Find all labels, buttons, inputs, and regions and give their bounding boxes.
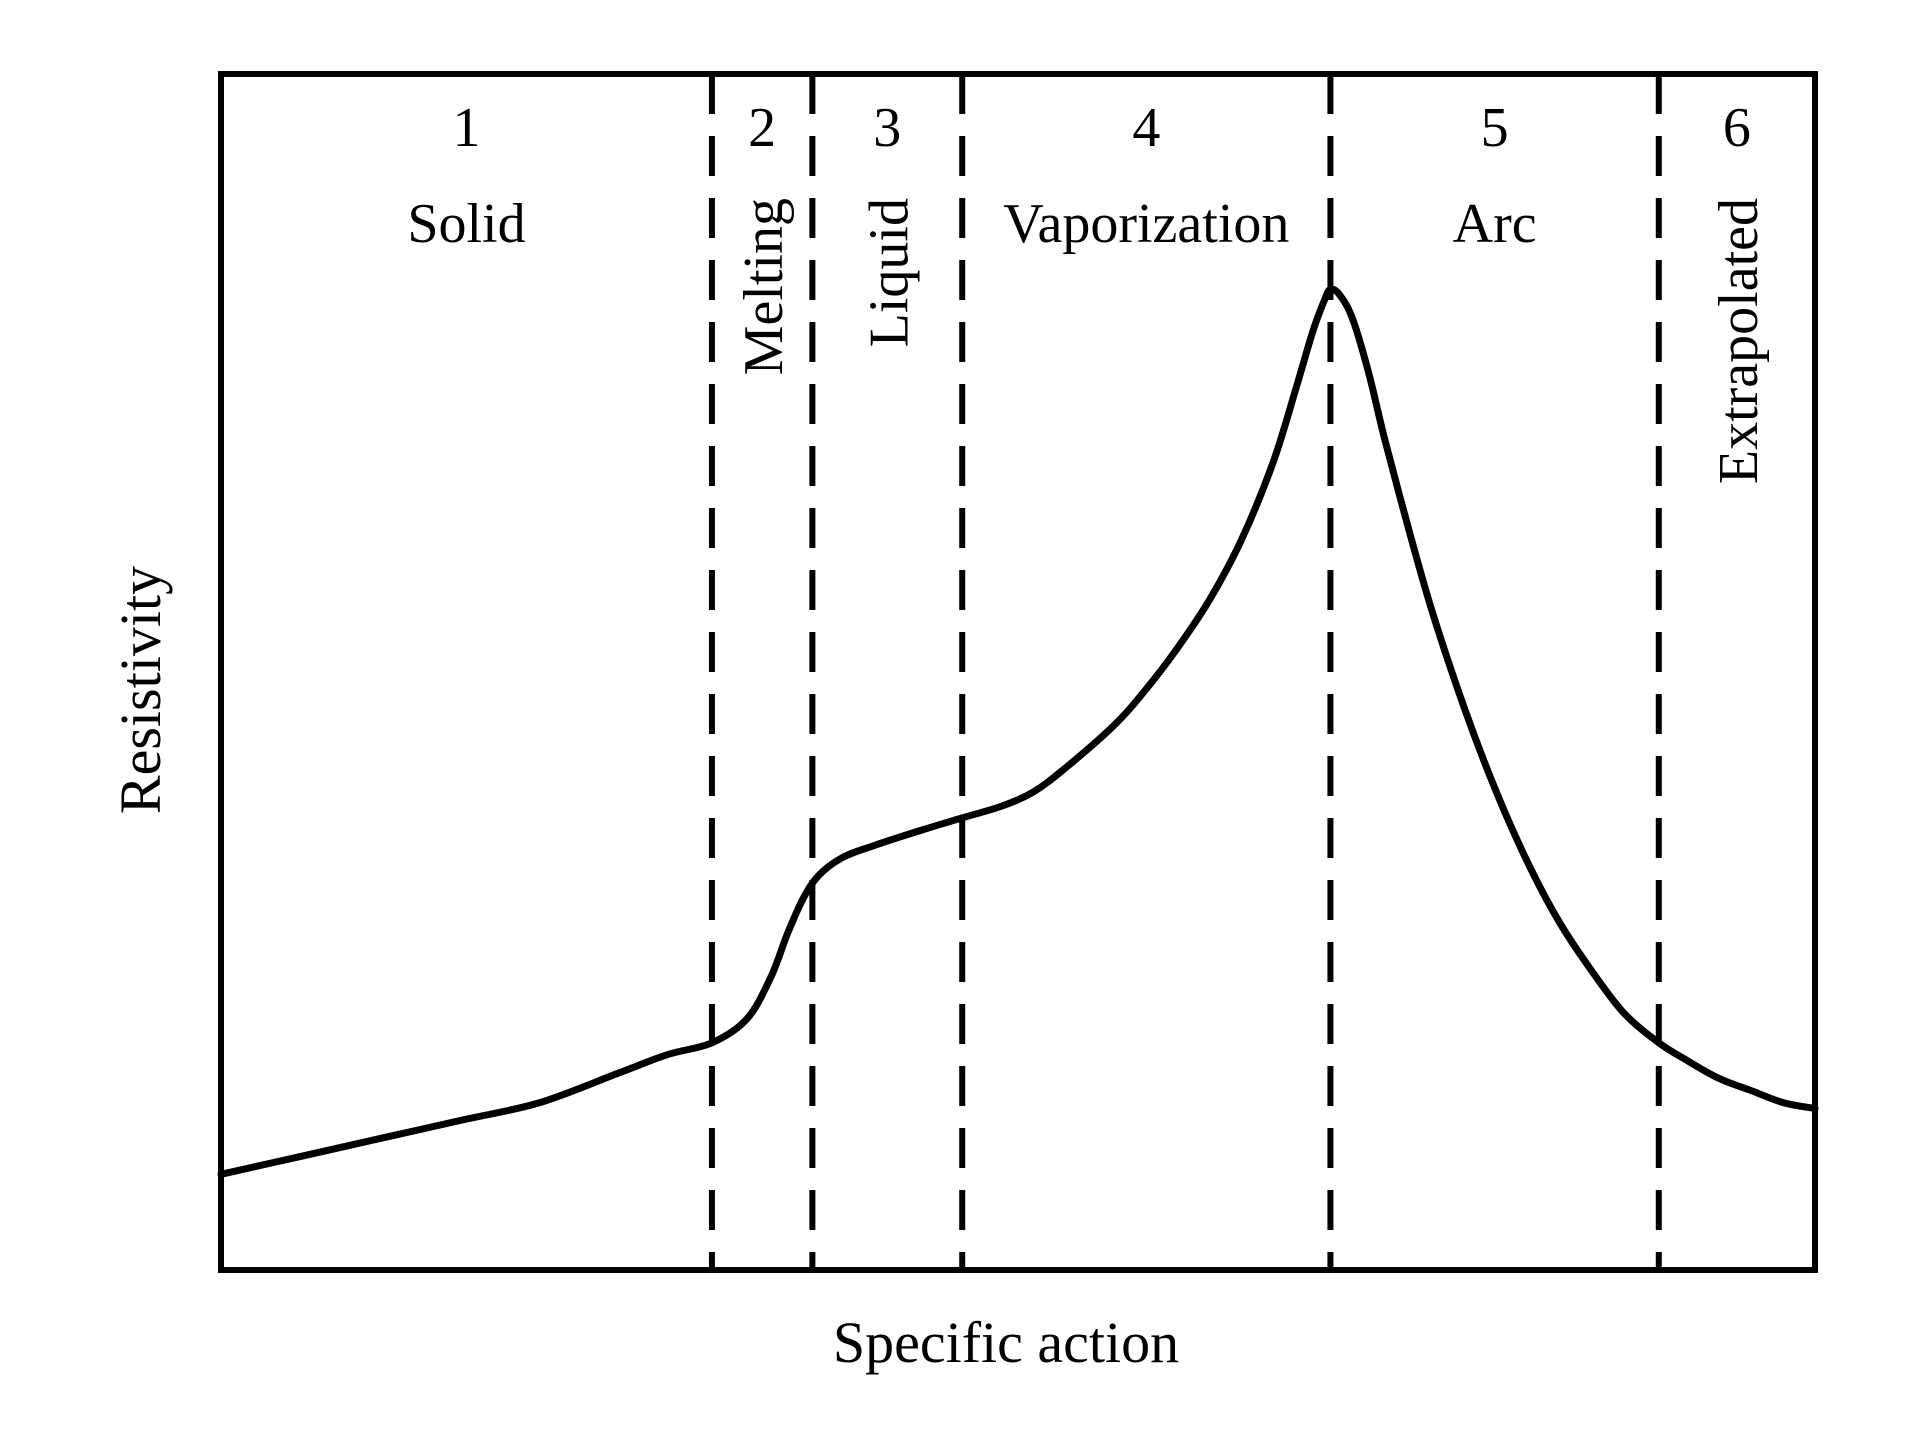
region-label-vaporization: Vaporization (1003, 193, 1289, 255)
region-label-arc: Arc (1453, 193, 1537, 255)
region-number-1: 1 (452, 97, 480, 159)
region-labels: 1 Solid 2 Melting 3 Liquid 4 Vaporization 5 Arc 6 E… (407, 97, 1770, 484)
plot-frame (218, 71, 1818, 1273)
x-axis-label: Specific action (833, 1310, 1179, 1375)
y-axis-label: Resistivity (108, 566, 173, 814)
region-label-melting: Melting (733, 198, 795, 375)
region-boundaries (708, 74, 1662, 1270)
region-label-liquid: Liquid (858, 198, 920, 347)
region-number-4: 4 (1132, 97, 1160, 159)
region-label-extrapolated: Extrapolated (1708, 198, 1770, 484)
region-number-5: 5 (1481, 97, 1509, 159)
resistivity-curve (217, 285, 1819, 1178)
region-number-3: 3 (873, 97, 901, 159)
region-label-solid: Solid (407, 193, 525, 255)
region-number-2: 2 (748, 97, 776, 159)
region-number-6: 6 (1723, 97, 1751, 159)
